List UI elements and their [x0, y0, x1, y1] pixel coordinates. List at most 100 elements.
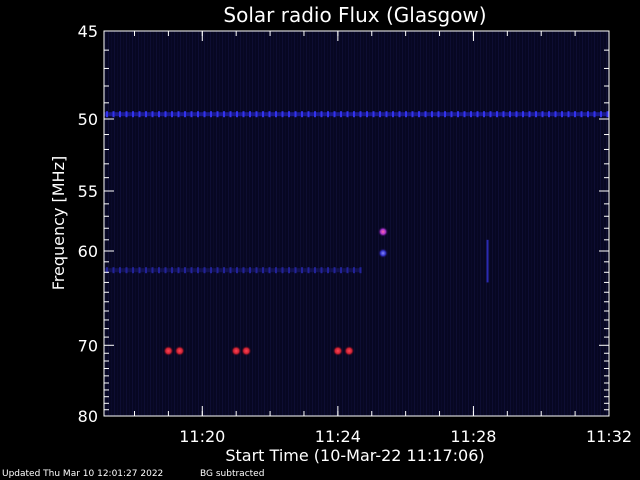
burst-spot	[332, 345, 343, 356]
band-dash	[203, 267, 206, 274]
band-dash	[515, 111, 518, 118]
band-dash	[307, 111, 310, 118]
band-dash	[587, 111, 589, 118]
band-dash	[600, 111, 602, 118]
band-dash	[405, 111, 407, 118]
band-dash	[216, 111, 219, 118]
band-dash	[450, 111, 453, 118]
burst-spot	[344, 345, 355, 356]
band-dash	[340, 267, 342, 274]
band-dash	[457, 111, 459, 118]
band-dash	[554, 111, 557, 118]
band-dash	[268, 111, 271, 118]
band-dash	[301, 111, 303, 118]
band-dash	[151, 267, 154, 274]
chart-title: Solar radio Flux (Glasgow)	[223, 3, 486, 27]
band-dash	[567, 111, 570, 118]
band-dash	[229, 111, 232, 118]
band-dash	[509, 111, 511, 118]
band-dash	[268, 267, 271, 274]
burst-spot	[163, 345, 174, 356]
band-dash	[132, 111, 134, 118]
band-dash	[333, 267, 336, 274]
plot-frame	[103, 30, 610, 417]
burst-spot	[174, 345, 185, 356]
band-dash	[242, 267, 245, 274]
band-dash	[294, 111, 297, 118]
background-note: BG subtracted	[200, 469, 265, 479]
band-dash	[294, 267, 297, 274]
band-dash	[431, 111, 433, 118]
y-tick-label: 80	[78, 407, 98, 426]
band-dash	[444, 111, 446, 118]
band-dash	[476, 111, 479, 118]
burst-spot	[378, 226, 389, 237]
band-dash	[145, 111, 147, 118]
band-base	[104, 112, 609, 117]
band-dash	[184, 111, 186, 118]
band-dash	[262, 111, 264, 118]
band-dash	[275, 111, 277, 118]
band-dash	[359, 111, 362, 118]
band-dash	[288, 267, 290, 274]
y-tick-label: 45	[78, 22, 98, 41]
y-tick-label: 55	[78, 182, 98, 201]
band-dash	[125, 267, 128, 274]
burst-spot	[231, 345, 242, 356]
band-dash	[171, 111, 173, 118]
y-tick-label: 50	[78, 110, 98, 129]
y-axis-label: Frequency [MHz]	[49, 156, 68, 290]
band-dash	[255, 111, 258, 118]
band-dash	[249, 267, 251, 274]
band-dash	[275, 267, 277, 274]
updated-timestamp: Updated Thu Mar 10 12:01:27 2022	[2, 469, 164, 479]
plot-area	[104, 31, 609, 416]
band-dash	[262, 267, 264, 274]
band-dash	[119, 267, 121, 274]
band-dash	[541, 111, 544, 118]
band-dash	[223, 111, 225, 118]
band-dash	[151, 111, 154, 118]
band-dash	[112, 267, 115, 274]
band-dash	[353, 111, 355, 118]
band-dash	[548, 111, 550, 118]
band-dash	[301, 267, 303, 274]
band-dash	[528, 111, 531, 118]
band-dash	[502, 111, 505, 118]
vertical-streak	[486, 239, 489, 283]
band-dash	[171, 267, 173, 274]
band-dash	[210, 111, 212, 118]
band-dash	[112, 111, 115, 118]
band-dash	[242, 111, 245, 118]
band-dash	[184, 267, 186, 274]
interference-band	[104, 111, 609, 118]
burst-spot	[241, 345, 252, 356]
interference-band	[104, 267, 362, 274]
band-dash	[177, 111, 180, 118]
band-dash	[392, 111, 394, 118]
band-dash	[203, 111, 206, 118]
features-layer	[104, 111, 609, 356]
band-dash	[177, 267, 180, 274]
band-dash	[580, 111, 583, 118]
band-dash	[424, 111, 427, 118]
band-dash	[210, 267, 212, 274]
band-dash	[236, 267, 238, 274]
band-dash	[574, 111, 576, 118]
band-dash	[236, 111, 238, 118]
band-dash	[333, 111, 336, 118]
band-dash	[535, 111, 537, 118]
x-axis: 11:20 11:24 11:28 11:32	[134, 31, 632, 446]
band-dash	[340, 111, 342, 118]
band-dash	[496, 111, 498, 118]
band-dash	[489, 111, 492, 118]
band-dash	[411, 111, 414, 118]
band-dash	[164, 111, 167, 118]
band-dash	[223, 267, 225, 274]
x-tick-label: 11:28	[450, 427, 496, 446]
band-dash	[125, 111, 128, 118]
y-tick-label: 70	[78, 336, 98, 355]
band-dash	[138, 267, 141, 274]
band-dash	[158, 267, 160, 274]
band-dash	[522, 111, 524, 118]
